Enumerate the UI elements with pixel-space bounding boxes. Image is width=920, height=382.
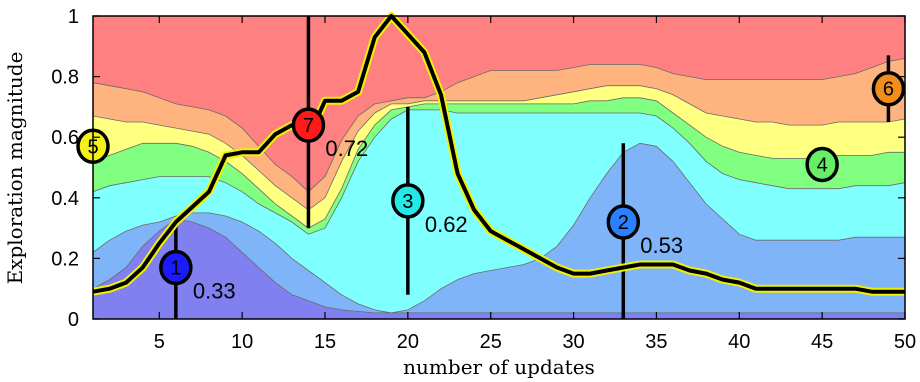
marker-label-3: 3 xyxy=(402,191,413,213)
x-tick-label: 30 xyxy=(562,331,584,353)
x-tick-label: 35 xyxy=(645,331,667,353)
marker-label-7: 7 xyxy=(303,115,314,137)
value-label-2: 0.53 xyxy=(640,233,683,258)
marker-label-6: 6 xyxy=(883,79,894,101)
x-tick-label: 15 xyxy=(314,331,336,353)
y-axis: 0 0.2 0.4 0.6 0.8 1 xyxy=(51,6,905,331)
y-tick-label: 0.8 xyxy=(51,67,79,89)
x-tick-label: 40 xyxy=(728,331,750,353)
band-boundary-6 xyxy=(93,58,905,193)
area-band-3 xyxy=(93,109,905,313)
marker-3 xyxy=(391,183,425,219)
band-boundary-3 xyxy=(93,109,905,235)
band-boundary-1 xyxy=(93,218,905,314)
x-axis-title: number of updates xyxy=(403,355,595,379)
plot-frame xyxy=(92,15,906,320)
x-tick-label: 20 xyxy=(397,331,419,353)
band-boundary-5 xyxy=(93,85,905,211)
value-label-1: 0.33 xyxy=(193,278,236,303)
x-axis: 5 10 15 20 25 30 35 40 45 50 xyxy=(154,16,916,353)
area-band-7 xyxy=(93,16,905,192)
band-boundary-lines xyxy=(93,58,905,314)
marker-1 xyxy=(159,249,193,286)
marker-label-4: 4 xyxy=(817,154,828,176)
x-tick-label: 25 xyxy=(480,331,502,353)
x-tick-label: 45 xyxy=(811,331,833,353)
value-label-7: 0.72 xyxy=(325,136,368,161)
y-tick-label: 1 xyxy=(68,6,79,28)
marker-7 xyxy=(291,107,326,143)
y-tick-label: 0 xyxy=(68,309,79,331)
y-axis-title: Exploration magnitude xyxy=(3,52,27,285)
x-tick-label: 5 xyxy=(154,331,165,353)
band-boundary-2 xyxy=(93,142,905,314)
y-tick-label: 0.4 xyxy=(51,188,79,210)
marker-2 xyxy=(606,204,641,240)
value-label-3: 0.62 xyxy=(425,212,468,237)
x-tick-label: 50 xyxy=(894,331,916,353)
marker-label-1: 1 xyxy=(170,257,181,279)
area-band-6 xyxy=(93,58,905,210)
area-band-5 xyxy=(93,85,905,229)
exploration-line xyxy=(92,14,905,294)
marker-4 xyxy=(805,146,839,183)
x-tick-label: 10 xyxy=(231,331,253,353)
marker-6 xyxy=(871,70,906,107)
marker-label-2: 2 xyxy=(618,212,629,234)
y-tick-label: 0.6 xyxy=(51,127,79,149)
exploration-line-group xyxy=(92,12,905,296)
stacked-areas xyxy=(93,16,905,319)
y-tick-label: 0.2 xyxy=(51,248,79,270)
area-band-4 xyxy=(93,97,905,235)
band-boundary-4 xyxy=(93,97,905,229)
